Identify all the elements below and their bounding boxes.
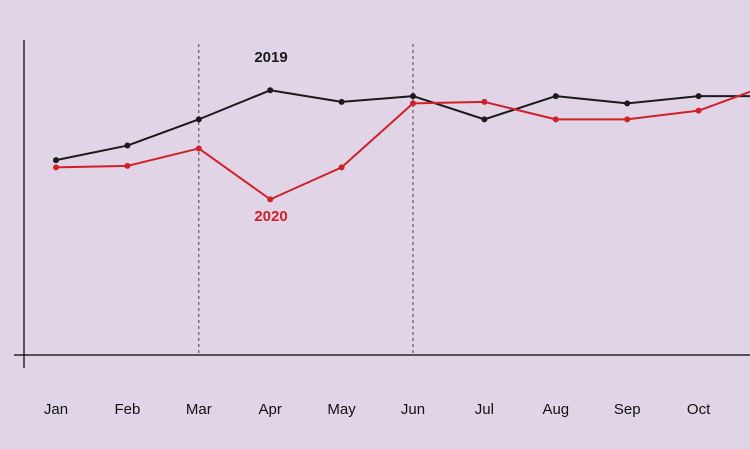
x-tick-label: Jan xyxy=(44,401,68,418)
data-point-2019 xyxy=(267,87,274,94)
reference-lines xyxy=(198,44,414,355)
series-layer xyxy=(53,87,750,203)
data-point-2019 xyxy=(552,93,559,100)
data-point-2019 xyxy=(124,142,131,149)
series-label-2020: 2020 xyxy=(254,208,287,225)
x-tick-label: Apr xyxy=(259,401,282,418)
data-point-2020 xyxy=(124,162,131,169)
x-tick-label: Sep xyxy=(614,401,641,418)
data-point-2019 xyxy=(481,116,488,123)
data-point-2020 xyxy=(695,107,702,114)
data-point-2019 xyxy=(195,116,202,123)
x-tick-label: May xyxy=(327,401,356,418)
data-point-2020 xyxy=(552,116,559,123)
data-point-2020 xyxy=(53,164,59,171)
data-point-2020 xyxy=(195,145,202,152)
axes: JanFebMarAprMayJunJulAugSepOctNov xyxy=(14,40,750,418)
x-tick-label: Jun xyxy=(401,401,425,418)
data-point-2020 xyxy=(267,196,274,203)
data-point-2019 xyxy=(410,93,416,100)
x-tick-label: Mar xyxy=(186,401,212,418)
series-line-2019 xyxy=(55,89,750,162)
data-point-2020 xyxy=(338,164,345,171)
data-point-2020 xyxy=(481,98,488,105)
labels-layer: 2019 2020 xyxy=(254,49,287,225)
data-point-2020 xyxy=(624,116,631,123)
x-tick-label: Aug xyxy=(542,401,569,418)
data-point-2019 xyxy=(624,100,631,107)
x-tick-label: Oct xyxy=(687,401,711,418)
series-label-2019: 2019 xyxy=(254,49,287,66)
x-tick-label: Feb xyxy=(114,401,140,418)
data-point-2019 xyxy=(53,157,59,164)
x-tick-label: Jul xyxy=(475,401,494,418)
data-point-2020 xyxy=(410,100,416,107)
data-point-2019 xyxy=(338,98,345,105)
data-point-2019 xyxy=(695,93,702,100)
